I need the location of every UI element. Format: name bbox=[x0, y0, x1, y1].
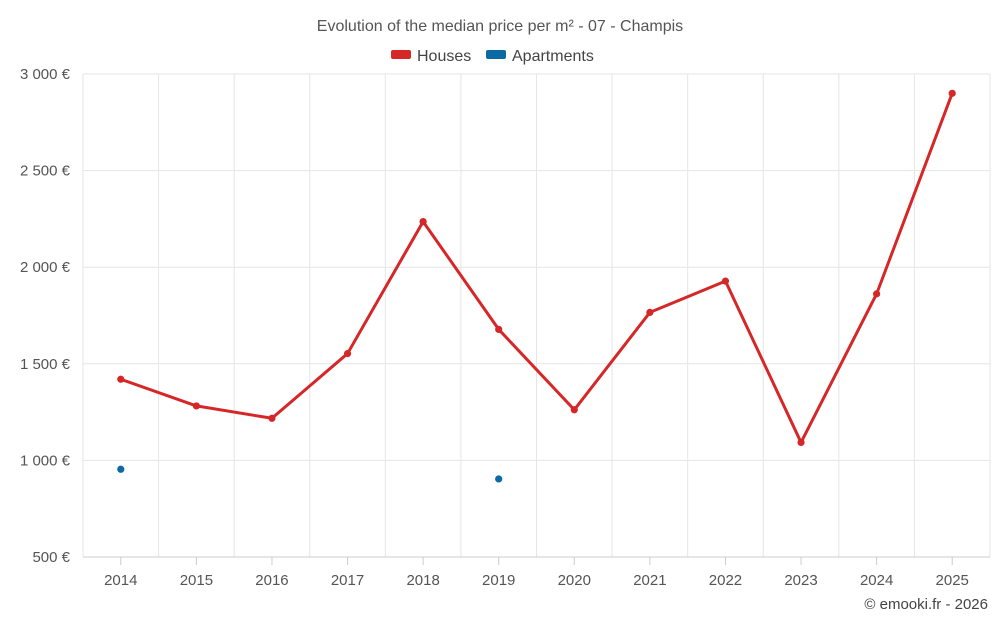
data-point-houses[interactable] bbox=[117, 375, 125, 383]
plot-area bbox=[117, 89, 956, 483]
y-tick-label: 500 € bbox=[32, 549, 70, 566]
y-tick-label: 3 000 € bbox=[20, 66, 71, 83]
data-point-apartments[interactable] bbox=[117, 465, 125, 473]
x-tick-label: 2022 bbox=[709, 572, 742, 589]
legend[interactable]: Houses Apartments bbox=[391, 48, 594, 65]
legend-label-apartments[interactable]: Apartments bbox=[512, 48, 594, 65]
legend-swatch-apartments bbox=[486, 50, 506, 59]
x-tick-label: 2021 bbox=[633, 572, 666, 589]
data-point-houses[interactable] bbox=[268, 414, 276, 422]
data-point-houses[interactable] bbox=[495, 325, 503, 334]
data-point-houses[interactable] bbox=[948, 89, 956, 97]
data-point-houses[interactable] bbox=[797, 438, 805, 447]
data-point-houses[interactable] bbox=[419, 218, 427, 226]
series-line-houses bbox=[119, 91, 954, 444]
x-tick-label: 2014 bbox=[104, 572, 137, 589]
legend-label-houses[interactable]: Houses bbox=[417, 48, 471, 65]
y-axis: 500 € 1 000 € 1 500 € 2 000 € 2 500 € 3 000 € bbox=[20, 66, 71, 566]
x-tick-label: 2015 bbox=[180, 572, 213, 589]
x-axis: 2014 2015 2016 2017 2018 2019 2020 2021 2022 2023… bbox=[83, 556, 990, 589]
data-point-apartments[interactable] bbox=[495, 475, 503, 483]
x-tick-label: 2019 bbox=[482, 572, 515, 589]
data-point-houses[interactable] bbox=[192, 402, 200, 410]
x-tick-label: 2025 bbox=[936, 572, 969, 589]
x-tick-label: 2017 bbox=[331, 572, 364, 589]
data-point-houses[interactable] bbox=[570, 406, 578, 414]
x-tick-label: 2016 bbox=[255, 572, 288, 589]
x-tick-label: 2020 bbox=[558, 572, 591, 589]
x-tick-label: 2023 bbox=[784, 572, 817, 589]
series-apartments bbox=[117, 465, 503, 483]
x-gridlines bbox=[82, 74, 991, 557]
x-tick-label: 2024 bbox=[860, 572, 893, 589]
y-tick-label: 2 500 € bbox=[20, 163, 71, 180]
y-tick-label: 1 000 € bbox=[20, 452, 71, 469]
data-point-houses[interactable] bbox=[343, 349, 352, 358]
chart-title: Evolution of the median price per m² - 0… bbox=[317, 18, 683, 35]
data-point-houses[interactable] bbox=[721, 277, 730, 285]
series-houses bbox=[117, 89, 956, 447]
y-tick-label: 1 500 € bbox=[20, 356, 71, 373]
x-tick-label: 2018 bbox=[406, 572, 439, 589]
data-point-houses[interactable] bbox=[873, 290, 881, 298]
data-point-houses[interactable] bbox=[646, 308, 654, 317]
legend-swatch-houses bbox=[391, 50, 411, 59]
y-tick-label: 2 000 € bbox=[20, 259, 71, 276]
credit-text: © emooki.fr - 2026 bbox=[864, 596, 988, 613]
